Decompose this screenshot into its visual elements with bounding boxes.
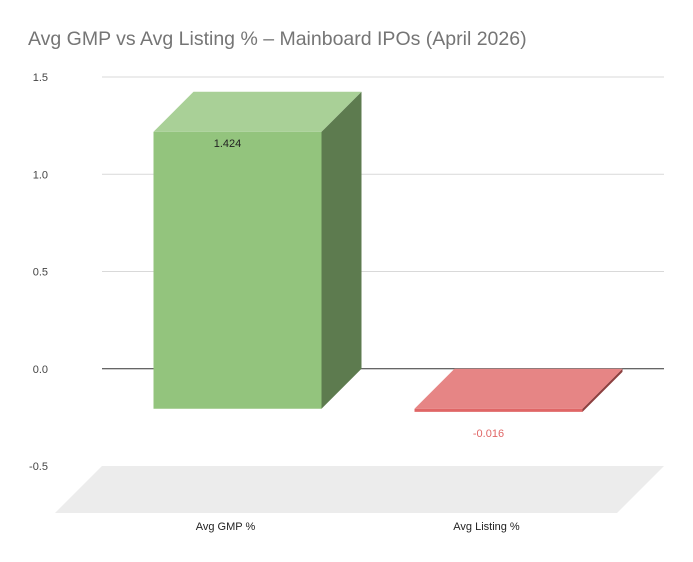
y-tick-label: 1.5 (33, 72, 48, 84)
bar-front-face (153, 131, 322, 409)
bar-side-face (321, 91, 362, 409)
data-label: 1.424 (214, 138, 242, 150)
bar-top-face (414, 368, 623, 409)
bar-2 (414, 368, 623, 412)
bar-side-face (582, 368, 623, 412)
chart-floor (55, 466, 664, 513)
y-tick-label: 0.5 (33, 267, 48, 279)
x-category-label: Avg Listing % (453, 521, 520, 533)
bar-front-face (414, 408, 583, 412)
y-tick-label: -0.5 (29, 461, 48, 473)
bar-1 (153, 91, 362, 409)
x-category-label: Avg GMP % (196, 521, 256, 533)
y-tick-label: 0.0 (33, 364, 48, 376)
chart-title: Avg GMP vs Avg Listing % – Mainboard IPO… (28, 28, 527, 50)
y-tick-label: 1.0 (33, 169, 48, 181)
bar-top-face (153, 91, 362, 132)
data-label: -0.016 (473, 428, 504, 440)
